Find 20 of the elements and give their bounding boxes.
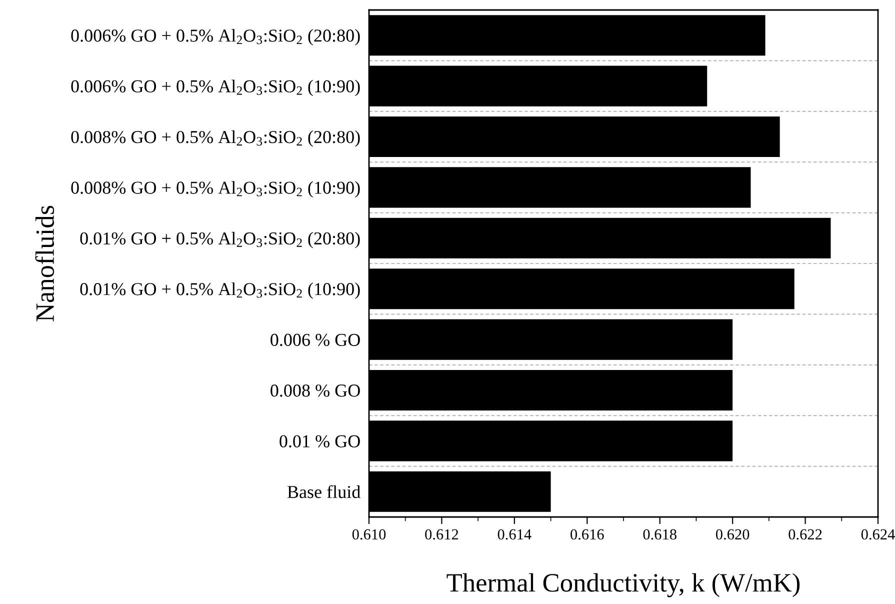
y-tick-label: 0.008% GO + 0.5% Al$_{2}$O$_{3}$:SiO$_{2}$ (10:90) (71, 181, 360, 198)
x-tick-label: 0.620 (716, 529, 750, 540)
x-tick-label: 0.612 (425, 529, 458, 540)
y-tick-label: 0.006% GO + 0.5% Al$_{2}$O$_{3}$:SiO$_{2}$ (20:80) (71, 29, 360, 46)
x-tick-label: 0.622 (788, 529, 822, 540)
y-tick-label: 0.006% GO + 0.5% Al$_{2}$O$_{3}$:SiO$_{2}$ (10:90) (71, 80, 360, 96)
x-tick-label: 0.618 (643, 529, 676, 540)
x-tick-label: 0.624 (861, 529, 895, 540)
y-tick-label: Base fluid (287, 485, 360, 498)
y-tick-label: 0.006 % GO (270, 334, 360, 346)
y-tick-label: 0.008% GO + 0.5% Al$_{2}$O$_{3}$:SiO$_{2}$ (20:80) (71, 130, 360, 147)
y-tick-label: 0.01 % GO (280, 435, 360, 448)
y-axis-title: Nanofluids (35, 206, 54, 322)
y-tick-label: 0.01% GO + 0.5% Al$_{2}$O$_{3}$:SiO$_{2}$ (10:90) (80, 282, 360, 299)
y-tick-label: 0.008 % GO (270, 384, 360, 397)
y-tick-label: 0.01% GO + 0.5% Al$_{2}$O$_{3}$:SiO$_{2}$ (20:80) (80, 232, 360, 248)
x-axis-title: Thermal Conductivity, k (W/mK) (446, 573, 800, 598)
x-tick-label: 0.614 (498, 529, 532, 540)
x-tick-label: 0.610 (352, 529, 386, 540)
x-tick-label: 0.616 (570, 529, 604, 540)
